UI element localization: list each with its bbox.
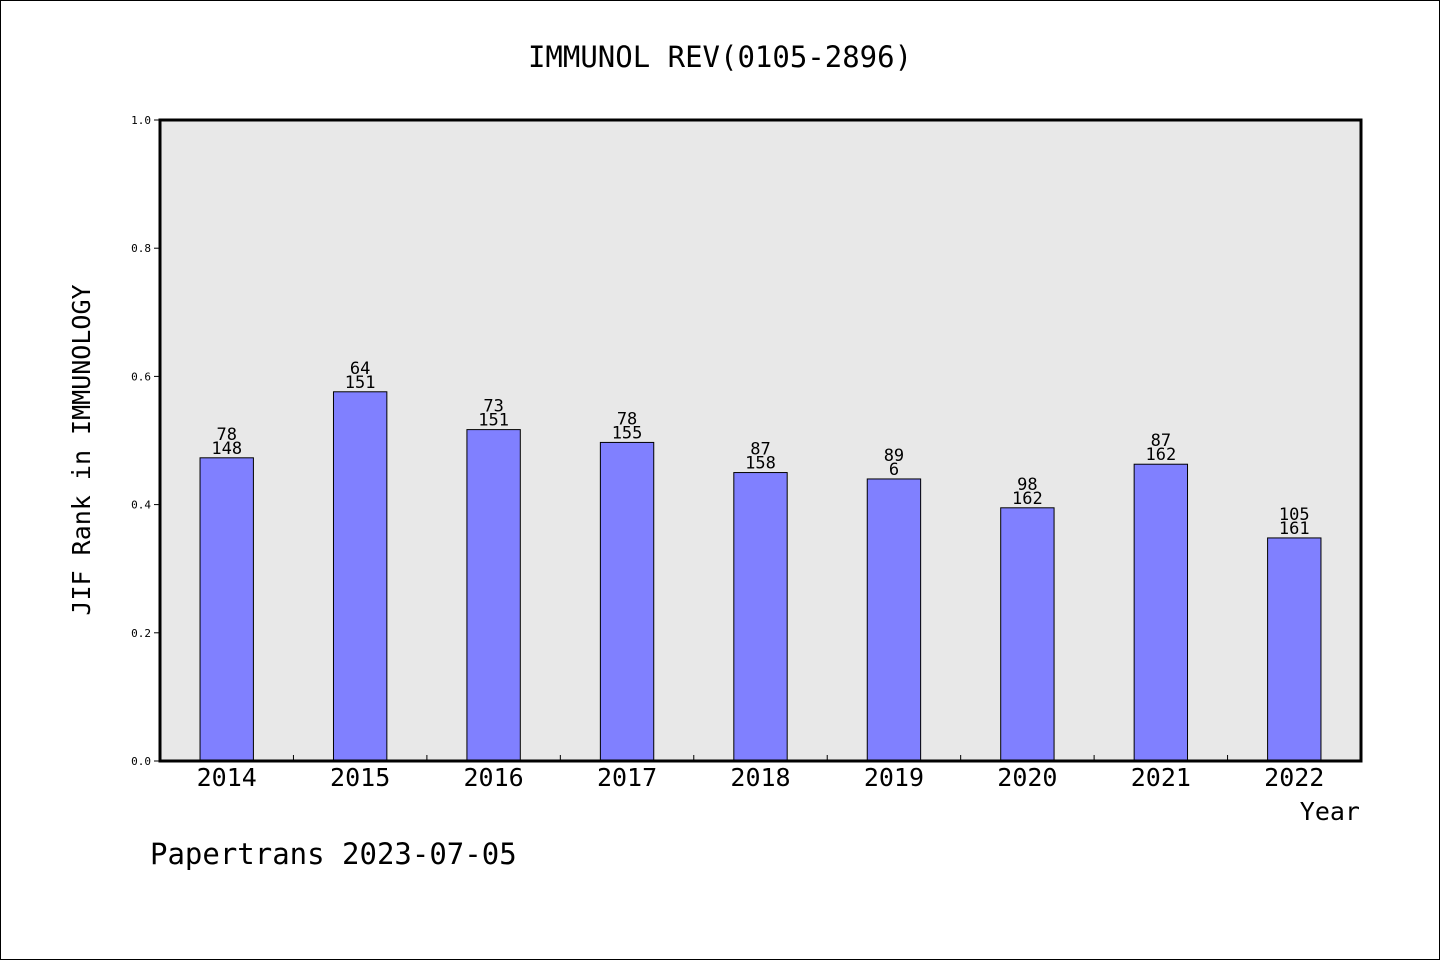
x-tick-label: 2017 <box>597 763 657 792</box>
data-label-top: 73 <box>483 397 503 417</box>
data-label-top: 64 <box>350 359 370 379</box>
data-label-bottom: 151 <box>345 373 376 393</box>
bar <box>1000 507 1055 762</box>
data-label-bottom: 161 <box>1279 519 1310 539</box>
y-ticks-group: 0.0 0.2 0.4 0.6 0.8 1.0 <box>131 114 160 768</box>
y-axis-label: JIF Rank in IMMUNOLOGY <box>67 284 96 615</box>
y-tick-label: 1.0 <box>131 114 151 127</box>
data-label-top: 87 <box>750 440 770 460</box>
data-label-top: 78 <box>216 425 236 445</box>
x-tick-label: 2020 <box>997 763 1057 792</box>
plot-border <box>158 118 1363 763</box>
y-tick-label: 0.2 <box>131 627 151 640</box>
bar <box>466 429 521 762</box>
y-tick-label: 0.6 <box>131 370 151 383</box>
data-label-bottom: 148 <box>211 439 242 459</box>
x-tick-label: 2014 <box>197 763 257 792</box>
data-label-top: 89 <box>884 446 904 466</box>
bar <box>599 441 655 762</box>
x-tick-label: 2016 <box>464 763 524 792</box>
x-tick-label: 2018 <box>730 763 790 792</box>
y-tick-label: 0.8 <box>131 242 151 255</box>
bar <box>199 457 254 762</box>
footer-credit: Papertrans 2023-07-05 <box>150 837 517 871</box>
x-tick-label: 2022 <box>1264 763 1324 792</box>
y-tick-label: 0.0 <box>131 755 151 768</box>
data-label-bottom: 162 <box>1145 445 1176 465</box>
bar <box>733 472 788 762</box>
data-label-top: 98 <box>1017 475 1037 495</box>
data-label-top: 105 <box>1279 505 1310 525</box>
data-label-bottom: 155 <box>612 423 643 443</box>
x-axis-label: Year <box>1300 797 1360 826</box>
data-label-top: 78 <box>617 409 637 429</box>
bar <box>1267 537 1322 762</box>
data-label-bottom: 151 <box>478 411 509 431</box>
x-tick-label: 2021 <box>1131 763 1191 792</box>
bar <box>1133 463 1189 762</box>
bar <box>866 478 922 762</box>
data-label-bottom: 6 <box>889 460 899 480</box>
data-label-top: 87 <box>1151 431 1171 451</box>
data-label-bottom: 162 <box>1012 489 1043 509</box>
x-ticks-group: 2014 2015 2016 2017 2018 2019 2020 2021 2022 <box>197 755 1324 792</box>
bar <box>332 391 388 762</box>
data-label-bottom: 158 <box>745 454 776 474</box>
x-tick-label: 2015 <box>330 763 390 792</box>
x-tick-label: 2019 <box>864 763 924 792</box>
chart-title: IMMUNOL REV(0105-2896) <box>528 40 912 74</box>
y-tick-label: 0.4 <box>131 499 151 512</box>
